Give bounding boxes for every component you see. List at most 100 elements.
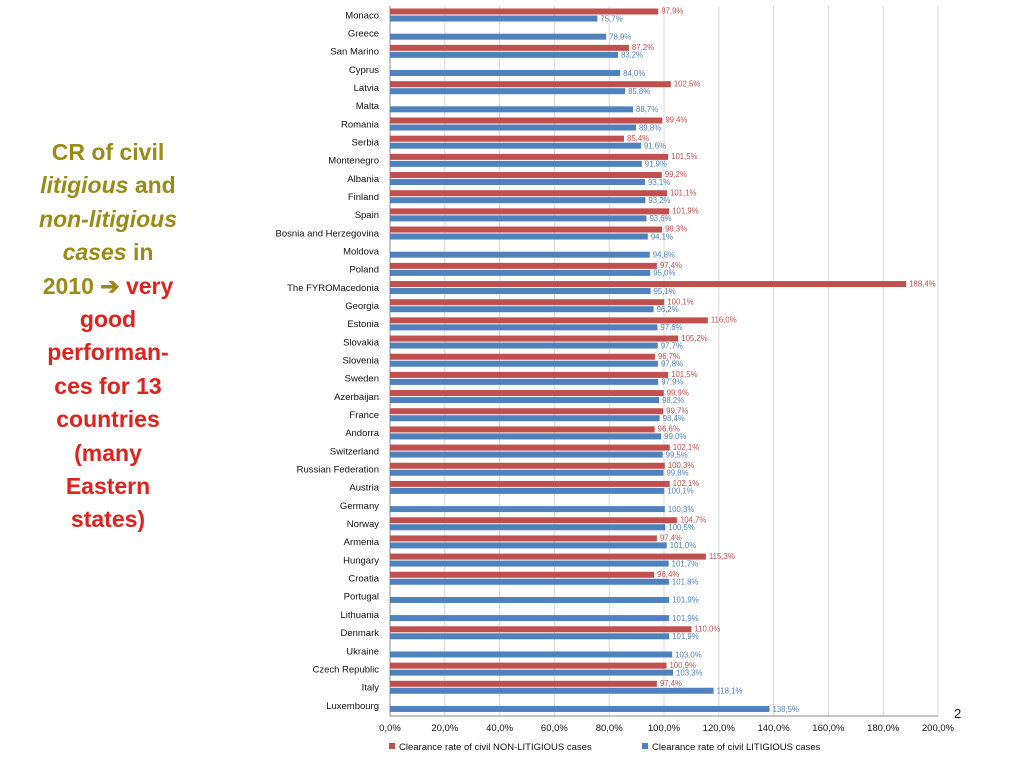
value-label-non-litigious: 85,4% [627, 134, 649, 143]
category-label: Greece [348, 28, 379, 39]
bar-litigious [390, 487, 665, 494]
value-label-litigious: 101,8% [672, 578, 699, 587]
bar-non-litigious [390, 172, 662, 179]
legend-swatch-non-litigious [389, 743, 395, 749]
category-label: Finland [348, 192, 379, 203]
legend-swatch-litigious [642, 743, 648, 749]
caption-countries: countries [56, 406, 160, 433]
value-label-litigious: 101,7% [672, 559, 699, 568]
category-label: Hungary [343, 555, 379, 566]
x-tick-label: 120,0% [703, 723, 736, 734]
x-tick-label: 100,0% [648, 723, 681, 734]
bar-non-litigious [390, 480, 670, 487]
category-label: Ukraine [346, 646, 379, 657]
category-label: Georgia [345, 301, 380, 312]
x-tick-label: 40,0% [486, 723, 513, 734]
category-label: Lithuania [340, 610, 379, 621]
bar-non-litigious [390, 535, 657, 542]
bar-non-litigious [390, 680, 657, 687]
bar-litigious [390, 197, 646, 204]
bar-litigious [390, 433, 662, 440]
category-label: Russian Federation [297, 465, 379, 476]
value-label-litigious: 91,6% [644, 141, 666, 150]
value-label-non-litigious: 99,2% [665, 170, 687, 179]
value-label-non-litigious: 99,7% [666, 406, 688, 415]
bars [390, 8, 907, 712]
value-label-litigious: 99,8% [666, 469, 688, 478]
bar-litigious [390, 124, 637, 131]
category-label: Austria [349, 483, 379, 494]
value-label-litigious: 89,8% [639, 123, 661, 132]
bar-non-litigious [390, 353, 655, 360]
category-label: San Marino [330, 47, 379, 58]
x-tick-label: 160,0% [812, 723, 845, 734]
bar-non-litigious [390, 81, 671, 88]
value-label-non-litigious: 102,5% [674, 79, 701, 88]
value-label-non-litigious: 101,5% [671, 152, 698, 161]
category-label: Spain [355, 210, 379, 221]
bar-non-litigious [390, 626, 692, 633]
value-label-litigious: 97,7% [661, 341, 683, 350]
caption-good: good [79, 306, 137, 333]
bar-non-litigious [390, 226, 663, 233]
bar-litigious [390, 88, 626, 95]
value-label-non-litigious: 116,0% [711, 316, 737, 325]
category-label: Montenegro [328, 156, 379, 167]
bar-non-litigious [390, 153, 669, 160]
value-label-litigious: 96,2% [657, 305, 679, 314]
value-label-litigious: 95,1% [654, 287, 676, 296]
value-label-litigious: 98,4% [663, 414, 685, 423]
category-label: Italy [362, 683, 380, 694]
value-label-litigious: 99,5% [666, 450, 688, 459]
x-tick-label: 200,0% [922, 723, 955, 734]
bar-non-litigious [390, 662, 667, 669]
value-label-litigious: 98,2% [662, 396, 684, 405]
bar-litigious [390, 560, 669, 567]
category-label: Luxembourg [326, 701, 379, 712]
value-label-litigious: 85,8% [628, 87, 650, 96]
category-label: The FYROMacedonia [287, 283, 380, 294]
bar-litigious [390, 342, 658, 349]
value-label-non-litigious: 100,1% [667, 297, 694, 306]
bar-litigious [390, 233, 648, 240]
bar-non-litigious [390, 571, 655, 578]
value-label-litigious: 101,9% [672, 596, 699, 605]
bar-non-litigious [390, 517, 677, 524]
bar-litigious [390, 633, 670, 640]
value-label-non-litigious: 101,9% [672, 207, 699, 216]
value-label-litigious: 97,9% [661, 378, 683, 387]
category-label: Albania [347, 174, 379, 185]
value-label-non-litigious: 99,9% [667, 388, 689, 397]
caption-litigious: litigious [40, 172, 129, 199]
value-label-non-litigious: 105,2% [681, 334, 708, 343]
bar-litigious [390, 106, 634, 113]
bar-non-litigious [390, 262, 657, 269]
category-label: Andorra [345, 428, 380, 439]
value-labels: 97,9% 75,7% 78,9%87,2%83,2% 84,0% 102,5% 85,8… [600, 7, 935, 714]
category-label: Monaco [345, 10, 379, 21]
category-label: Sweden [345, 374, 379, 385]
category-label: Azerbaijan [334, 392, 379, 403]
value-label-litigious: 100,3% [668, 505, 695, 514]
value-label-non-litigious: 97,4% [660, 534, 682, 543]
category-label: Bosnia and Herzegovina [275, 228, 379, 239]
category-label: Estonia [347, 319, 379, 330]
value-label-litigious: 75,7% [600, 14, 622, 23]
category-label: Cyprus [349, 65, 379, 76]
x-tick-label: 60,0% [541, 723, 568, 734]
bar-non-litigious [390, 335, 679, 342]
category-label: Armenia [344, 537, 380, 548]
bar-non-litigious [390, 190, 668, 197]
bar-litigious [390, 669, 674, 676]
value-label-litigious: 83,2% [621, 51, 643, 60]
bar-litigious [390, 33, 607, 40]
bar-litigious [390, 542, 667, 549]
bar-litigious [390, 397, 660, 404]
category-label: Portugal [344, 592, 379, 603]
value-label-litigious: 99,0% [664, 432, 686, 441]
x-tick-label: 140,0% [757, 723, 790, 734]
bar-litigious [390, 15, 598, 22]
category-label: Switzerland [330, 446, 379, 457]
category-label: Slovakia [343, 337, 380, 348]
bar-litigious [390, 179, 646, 186]
